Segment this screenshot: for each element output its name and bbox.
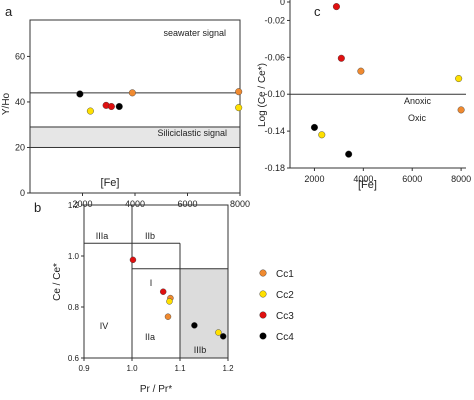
x-tick-label: 1.2 xyxy=(222,364,234,373)
y-tick-label: 0 xyxy=(20,188,25,198)
data-point-cc2 xyxy=(86,107,94,115)
x-tick-label: 1.1 xyxy=(174,364,186,373)
data-point-cc3 xyxy=(107,102,115,110)
panel-b-label: b xyxy=(34,200,41,215)
x-tick-label: 2000 xyxy=(304,174,324,184)
data-point-cc1 xyxy=(357,67,365,75)
data-point-cc4 xyxy=(310,123,318,131)
x-tick-label: 2000 xyxy=(72,199,92,209)
y-tick-label: 1.0 xyxy=(68,252,80,261)
panel-a-label: a xyxy=(5,4,13,19)
data-point-cc2 xyxy=(455,75,463,83)
panel-b-ylabel: Ce / Ce* xyxy=(52,263,63,301)
data-point-cc1 xyxy=(235,88,243,96)
data-point-cc2 xyxy=(235,104,243,112)
x-tick-label: 8000 xyxy=(230,199,250,209)
x-tick-label: 8000 xyxy=(451,174,471,184)
y-tick-label: 60 xyxy=(15,51,25,61)
field-IV: IV xyxy=(100,321,109,331)
data-point-cc3 xyxy=(332,3,340,11)
field-IIIb: IIIb xyxy=(194,345,207,355)
x-tick-label: 6000 xyxy=(177,199,197,209)
x-tick-label: 4000 xyxy=(125,199,145,209)
legend-label-cc2: Cc2 xyxy=(276,290,294,301)
legend-marker-cc1 xyxy=(259,269,267,277)
data-point-cc4 xyxy=(345,150,353,158)
data-point-cc1 xyxy=(164,313,172,320)
panel-a-xlabel: [Fe] xyxy=(101,177,120,189)
data-point-cc4 xyxy=(76,90,84,98)
legend-marker-cc4 xyxy=(259,332,267,340)
legend-marker-cc3 xyxy=(259,311,267,319)
field-IIb: IIb xyxy=(145,231,155,241)
data-point-cc2 xyxy=(318,131,326,139)
x-tick-label: 1.0 xyxy=(126,364,138,373)
x-tick-label: 4000 xyxy=(353,174,373,184)
legend-label-cc1: Cc1 xyxy=(276,269,294,280)
data-point-cc1 xyxy=(457,106,465,114)
panel-c: c Anoxic Oxic [Fe] Log (Ce / Ce*) 2000 40… xyxy=(257,0,471,191)
field-I: I xyxy=(150,278,153,288)
data-point-cc2 xyxy=(215,329,222,336)
x-tick-label: 0.9 xyxy=(78,364,90,373)
y-tick-label: -0.10 xyxy=(264,89,285,99)
field-IIIb-region xyxy=(180,268,228,358)
data-point-cc2 xyxy=(166,298,173,305)
panel-c-label: c xyxy=(314,4,321,19)
y-tick-label: 1.2 xyxy=(68,201,80,210)
data-point-cc1 xyxy=(128,89,136,97)
seawater-signal-annotation: seawater signal xyxy=(163,28,226,38)
legend-label-cc4: Cc4 xyxy=(276,332,294,343)
x-tick-label: 6000 xyxy=(402,174,422,184)
panel-b-frame xyxy=(83,204,229,359)
data-point-cc4 xyxy=(191,322,198,329)
legend-marker-cc2 xyxy=(259,290,267,298)
y-tick-label: 0.6 xyxy=(68,354,80,363)
siliciclastic-signal-annotation: Siliciclastic signal xyxy=(157,128,227,138)
y-tick-label: 40 xyxy=(15,97,25,107)
data-point-cc3 xyxy=(159,288,167,295)
y-tick-label: -0.06 xyxy=(264,52,285,62)
panel-b-xlabel: Pr / Pr* xyxy=(140,384,172,395)
y-tick-label: 0 xyxy=(280,0,285,7)
data-point-cc4 xyxy=(219,333,227,340)
oxic-annotation: Oxic xyxy=(408,113,427,123)
y-tick-label: -0.18 xyxy=(264,163,285,173)
legend: Cc1 Cc2 Cc3 Cc4 xyxy=(259,269,294,343)
panel-a: a seawater signal Siliciclastic signal [… xyxy=(1,4,250,209)
panel-a-ylabel: Y/Ho xyxy=(1,92,12,115)
y-tick-label: 0.8 xyxy=(68,303,80,312)
anoxic-annotation: Anoxic xyxy=(404,96,432,106)
data-point-cc4 xyxy=(115,102,123,110)
data-point-cc3 xyxy=(337,54,345,62)
panel-b: b IIIa IIb I IV IIa IIIb Pr / Pr* Ce / C… xyxy=(34,200,234,395)
field-IIa: IIa xyxy=(145,332,155,342)
y-tick-label: -0.14 xyxy=(264,126,285,136)
y-tick-label: -0.02 xyxy=(264,15,285,25)
panel-a-frame xyxy=(29,19,241,194)
legend-label-cc3: Cc3 xyxy=(276,311,294,322)
panel-c-xlabel: [Fe] xyxy=(358,179,377,191)
panel-c-ylabel: Log (Ce / Ce*) xyxy=(257,63,268,127)
field-IIIa: IIIa xyxy=(96,231,109,241)
y-tick-label: 20 xyxy=(15,142,25,152)
data-point-cc3 xyxy=(129,256,137,264)
